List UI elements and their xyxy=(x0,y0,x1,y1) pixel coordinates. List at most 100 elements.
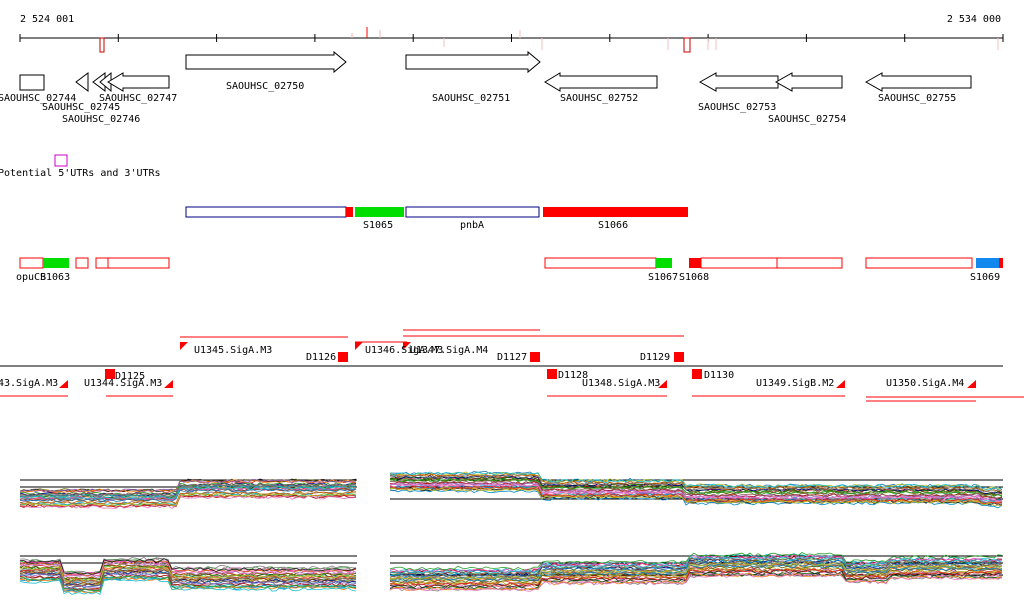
expression-curve xyxy=(19,485,357,500)
utr-track: Potential 5'UTRs and 3'UTRs xyxy=(0,154,161,179)
expression-curve xyxy=(19,495,357,509)
downshift-box[interactable] xyxy=(530,352,540,362)
coordinate-ruler: 2 524 001 2 534 000 xyxy=(19,14,1004,53)
expression-curve xyxy=(20,488,357,502)
expression-curve xyxy=(20,482,357,497)
segment-label: S1069 xyxy=(970,272,1000,283)
expression-curve xyxy=(19,478,357,493)
utr-marker[interactable] xyxy=(54,154,68,167)
segment-box[interactable] xyxy=(75,257,89,269)
segment-box[interactable] xyxy=(999,258,1003,268)
expression-curve xyxy=(19,570,357,588)
segment-box[interactable] xyxy=(776,257,843,269)
shift-marker[interactable] xyxy=(180,342,188,350)
segment-label: pnbA xyxy=(460,220,484,231)
shift-marker[interactable] xyxy=(355,342,363,350)
gene-arrow[interactable] xyxy=(107,72,170,92)
downshift-box[interactable] xyxy=(547,369,557,379)
segment-box[interactable] xyxy=(95,257,109,269)
shift-marker[interactable] xyxy=(658,380,667,388)
expression-curve xyxy=(389,474,1002,495)
segment-label: S1068 xyxy=(679,272,709,283)
downshift-label: D1126 xyxy=(306,352,336,363)
expression-curve xyxy=(389,476,1003,496)
segment-label: S1063 xyxy=(40,272,70,283)
gene-label: SAOUHSC_02754 xyxy=(768,114,846,125)
expression-curve xyxy=(389,568,1003,587)
segment-track-top: S1065 pnbA S1066 xyxy=(185,206,688,231)
segment-box[interactable] xyxy=(544,257,657,269)
shift-marker[interactable] xyxy=(836,380,845,388)
segment-box[interactable] xyxy=(346,207,353,217)
downshift-label: D1127 xyxy=(497,352,527,363)
segment-s1068[interactable] xyxy=(689,258,701,268)
expression-curve xyxy=(389,485,1003,505)
upshift-label: U1348.SigA.M3 xyxy=(582,378,660,389)
segment-box[interactable] xyxy=(19,257,44,269)
gene-arrow[interactable] xyxy=(864,72,972,92)
segment-s1063[interactable] xyxy=(43,258,69,268)
expression-curve xyxy=(389,477,1003,497)
segment-s1069[interactable] xyxy=(976,258,999,268)
upshift-label: 43.SigA.M3 xyxy=(0,378,58,389)
upshift-label: U1345.SigA.M3 xyxy=(194,345,272,356)
shift-track: 43.SigA.M3 U1344.SigA.M3 U1345.SigA.M3 U… xyxy=(0,329,1024,402)
utr-track-label: Potential 5'UTRs and 3'UTRs xyxy=(0,168,161,179)
segment-box[interactable] xyxy=(700,257,778,269)
expression-curve xyxy=(389,483,1003,503)
segment-label: opuCB xyxy=(16,272,46,283)
shift-marker[interactable] xyxy=(403,342,411,350)
expression-curve xyxy=(389,567,1003,587)
gene-arrow[interactable] xyxy=(19,74,45,91)
segment-s1065[interactable] xyxy=(355,207,404,217)
gene-arrow[interactable] xyxy=(75,72,89,92)
gene-arrow[interactable] xyxy=(405,50,541,74)
segment-s1067[interactable] xyxy=(656,258,672,268)
shift-marker[interactable] xyxy=(59,380,68,388)
upshift-label: U1350.SigA.M4 xyxy=(886,378,964,389)
segment-pnba[interactable] xyxy=(405,206,540,218)
expression-curve xyxy=(389,486,1003,504)
expression-curve xyxy=(389,556,1003,576)
ruler-start-label: 2 524 001 xyxy=(20,14,74,25)
gene-arrow[interactable] xyxy=(774,72,843,92)
segment-box[interactable] xyxy=(107,257,170,269)
gene-arrow[interactable] xyxy=(185,50,347,74)
ruler-marker xyxy=(683,37,691,53)
gene-arrow[interactable] xyxy=(698,72,779,92)
shift-marker[interactable] xyxy=(164,380,173,388)
gene-label: SAOUHSC_02745 xyxy=(42,102,120,113)
downshift-box[interactable] xyxy=(105,369,115,379)
upshift-label: U1344.SigA.M3 xyxy=(84,378,162,389)
gene-label: SAOUHSC_02750 xyxy=(226,81,304,92)
expression-curve xyxy=(389,474,1003,493)
expression-curve xyxy=(19,561,357,577)
expression-curve xyxy=(19,494,357,508)
segment-box[interactable] xyxy=(865,257,973,269)
downshift-box[interactable] xyxy=(692,369,702,379)
gene-arrow[interactable] xyxy=(544,72,658,92)
expression-curve xyxy=(389,559,1003,578)
ruler-end-label: 2 534 000 xyxy=(947,14,1001,25)
downshift-label: D1129 xyxy=(640,352,670,363)
expression-curve xyxy=(389,480,1003,499)
segment-s1066[interactable] xyxy=(543,207,688,217)
expression-curve xyxy=(19,565,357,583)
shift-marker[interactable] xyxy=(967,380,976,388)
upshift-label: U1346.SigA.M3 xyxy=(365,345,443,356)
downshift-box[interactable] xyxy=(674,352,684,362)
expression-curve xyxy=(389,556,1003,575)
expression-curve xyxy=(389,561,1003,580)
downshift-label: D1128 xyxy=(558,370,588,381)
expression-curve xyxy=(389,571,1003,591)
segment-box[interactable] xyxy=(185,206,347,218)
ruler-marker xyxy=(99,37,105,53)
shift-range xyxy=(0,395,1024,402)
downshift-label: D1125 xyxy=(115,371,145,382)
expression-curve xyxy=(19,558,357,576)
downshift-box[interactable] xyxy=(338,352,348,362)
expression-curve xyxy=(19,578,357,595)
expression-curve xyxy=(389,489,1003,509)
expression-curve xyxy=(389,555,1003,574)
